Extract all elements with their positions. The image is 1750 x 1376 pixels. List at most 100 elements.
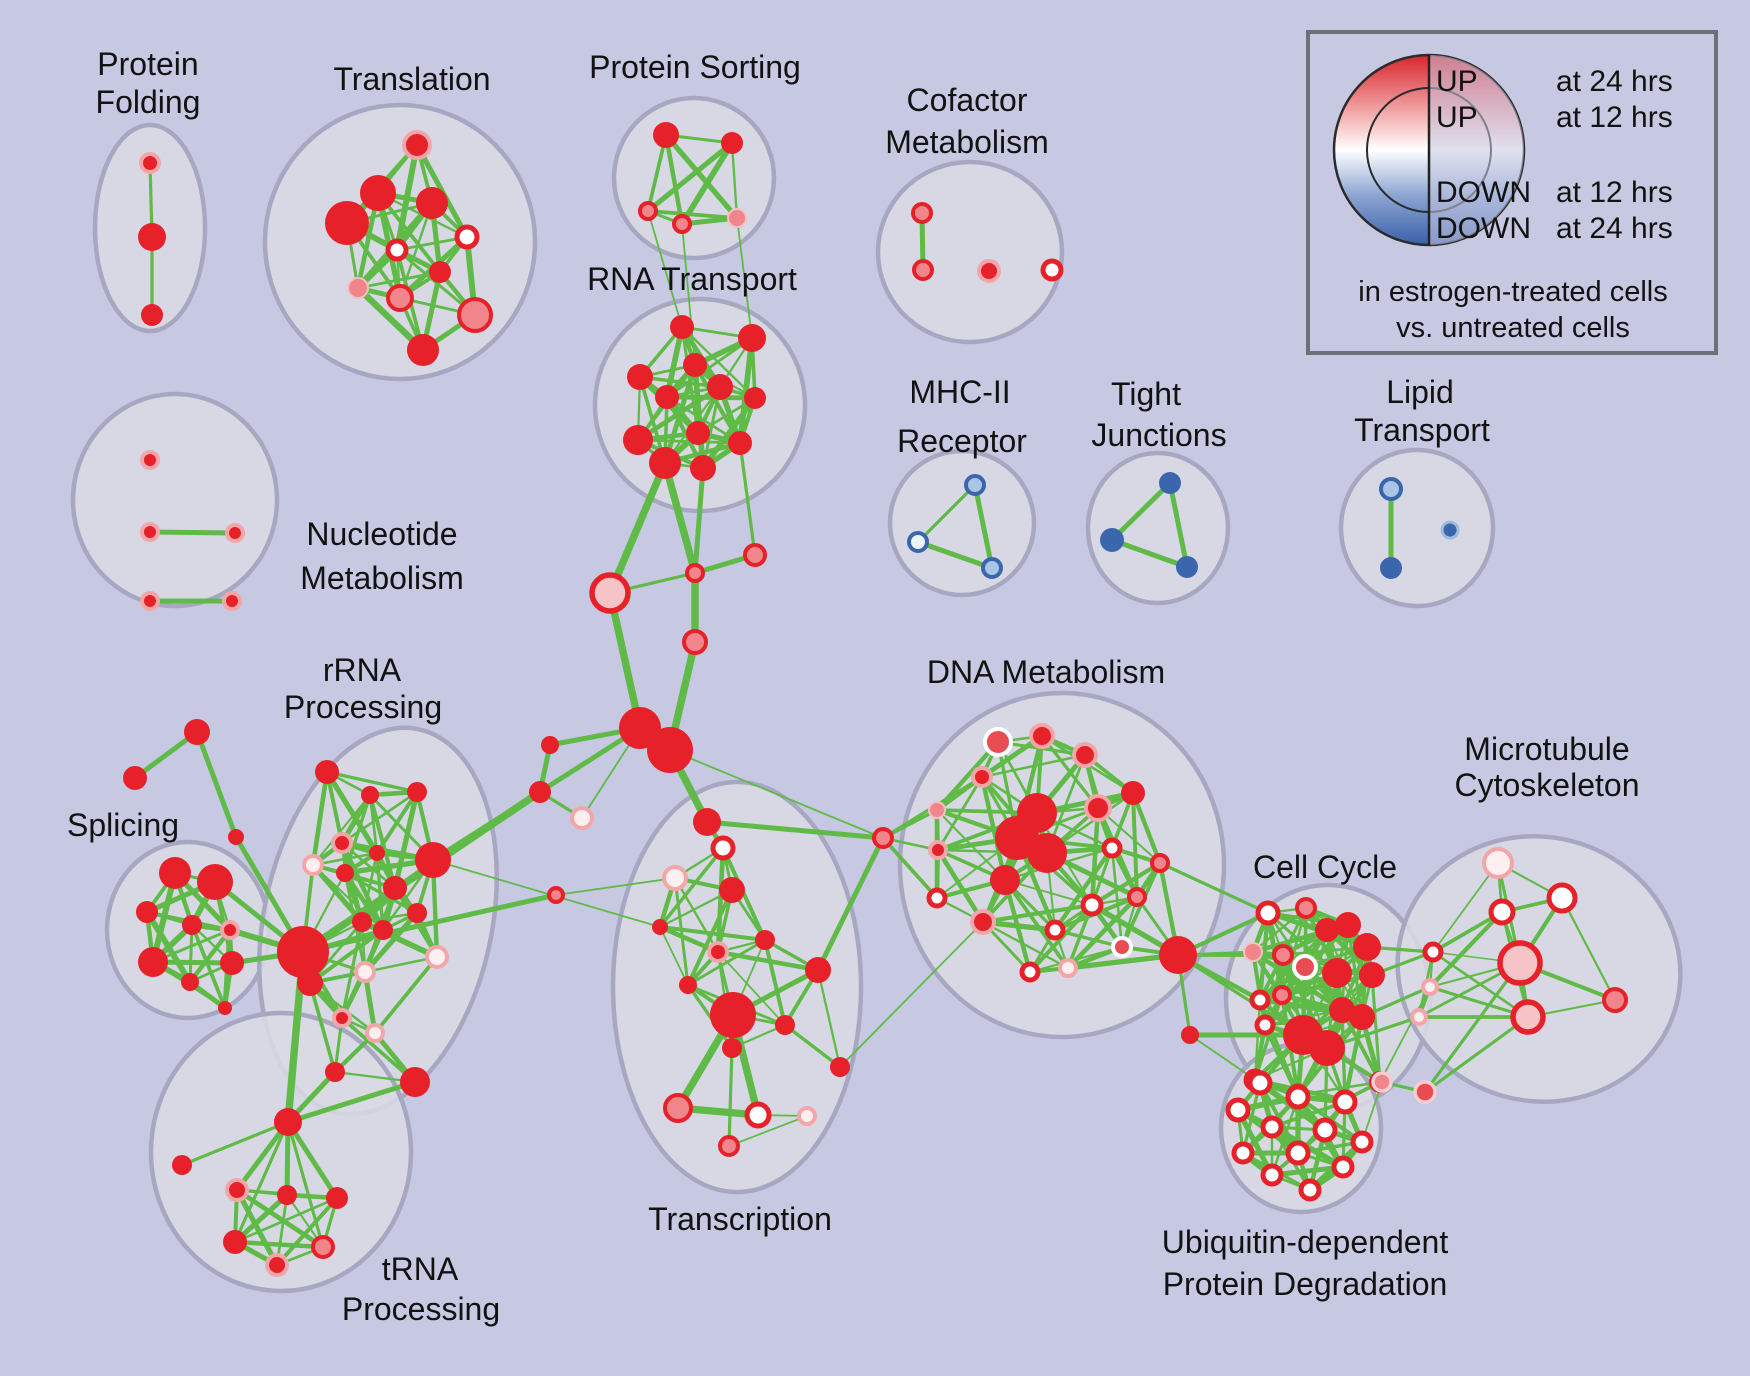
network-node xyxy=(1329,997,1355,1023)
network-edge xyxy=(234,1119,291,1193)
network-node xyxy=(1101,837,1123,859)
network-node xyxy=(407,903,427,923)
cluster-label: Cell Cycle xyxy=(1253,849,1397,885)
network-node xyxy=(682,629,708,655)
network-edge xyxy=(194,729,239,840)
network-node xyxy=(1331,1155,1355,1179)
network-edge xyxy=(669,749,884,839)
legend-note: vs. untreated cells xyxy=(1396,312,1630,344)
network-node xyxy=(1422,941,1444,963)
network-node xyxy=(297,970,323,996)
network-node xyxy=(354,961,376,983)
network-node xyxy=(663,1093,693,1123)
cluster-label: Splicing xyxy=(67,807,179,843)
network-node xyxy=(416,187,448,219)
cluster-label: Transport xyxy=(1354,412,1490,448)
network-node xyxy=(672,214,692,234)
network-edge xyxy=(362,910,420,975)
network-node xyxy=(1413,1080,1437,1104)
network-node xyxy=(541,736,559,754)
network-node xyxy=(707,941,729,963)
network-node xyxy=(1159,472,1181,494)
network-node xyxy=(1044,919,1066,941)
network-edge xyxy=(1432,862,1499,953)
network-node xyxy=(182,915,202,935)
network-node xyxy=(1349,1004,1375,1030)
network-node xyxy=(722,1038,742,1058)
network-node xyxy=(1546,882,1578,914)
network-node xyxy=(1292,954,1318,980)
network-edge xyxy=(1158,861,1270,915)
network-node xyxy=(686,421,710,445)
legend-direction-label: DOWN xyxy=(1436,176,1531,209)
cluster-label: DNA Metabolism xyxy=(927,654,1165,690)
network-edge xyxy=(679,140,735,227)
cluster-label: rRNA xyxy=(323,652,402,688)
network-edge xyxy=(692,465,706,576)
network-node xyxy=(830,1057,850,1077)
cluster-label: Lipid xyxy=(1386,374,1454,410)
network-edge xyxy=(1109,537,1190,570)
network-edge xyxy=(233,1120,290,1244)
network-node xyxy=(1312,1117,1338,1143)
network-edge xyxy=(1053,928,1124,949)
network-edge xyxy=(1379,986,1431,1083)
network-node xyxy=(184,719,210,745)
network-node xyxy=(136,901,158,923)
network-node xyxy=(332,1008,352,1028)
network-edge xyxy=(1370,973,1382,1084)
network-nodes xyxy=(123,122,1628,1277)
network-node xyxy=(302,854,324,876)
network-node xyxy=(361,786,379,804)
network-node xyxy=(140,591,160,611)
cluster-label: Junctions xyxy=(1091,417,1226,453)
network-edge xyxy=(1130,790,1163,866)
network-node xyxy=(402,130,432,160)
cluster-ellipse-transcription xyxy=(610,779,864,1195)
network-edge xyxy=(661,459,699,577)
network-edge xyxy=(972,482,995,571)
network-node xyxy=(222,591,242,611)
cluster-label: Cofactor xyxy=(907,82,1028,118)
network-edge xyxy=(555,877,676,896)
network-node xyxy=(1272,985,1292,1005)
network-edge xyxy=(1052,845,1115,933)
network-edge xyxy=(738,441,757,557)
network-edge xyxy=(286,1120,325,1249)
network-node xyxy=(1497,940,1543,986)
network-node xyxy=(1231,1141,1255,1165)
cluster-label: Folding xyxy=(96,84,201,120)
network-node xyxy=(1027,833,1067,873)
legend-direction-label: DOWN xyxy=(1436,212,1531,245)
cluster-ellipse-protein-sorting xyxy=(611,95,777,261)
network-node xyxy=(352,912,372,932)
cluster-ellipse-mhc-ii-receptor xyxy=(887,448,1037,598)
network-node xyxy=(1254,1014,1276,1036)
network-node xyxy=(220,920,240,940)
network-node xyxy=(928,801,946,819)
network-edge xyxy=(815,835,886,973)
cluster-label: RNA Transport xyxy=(587,261,797,297)
network-node xyxy=(1298,1178,1322,1202)
cluster-label: Metabolism xyxy=(885,124,1049,160)
network-node xyxy=(123,766,147,790)
cluster-label: Transcription xyxy=(648,1201,832,1237)
legend-box xyxy=(1306,30,1718,355)
cluster-label: Microtubule xyxy=(1464,731,1629,767)
network-node xyxy=(647,727,693,773)
network-edge xyxy=(647,210,683,328)
cluster-label: Protein Sorting xyxy=(589,49,801,85)
cluster-label: Metabolism xyxy=(300,560,464,596)
network-node xyxy=(1359,962,1385,988)
network-node xyxy=(138,947,168,977)
network-edge xyxy=(1427,909,1505,990)
cluster-label: Cytoskeleton xyxy=(1455,767,1640,803)
legend-time-label: at 24 hrs xyxy=(1556,65,1673,98)
cluster-label: Receptor xyxy=(897,423,1027,459)
network-node xyxy=(710,835,736,861)
network-edge xyxy=(717,951,786,1026)
network-node xyxy=(718,1135,740,1157)
network-node xyxy=(197,864,233,900)
network-node xyxy=(1510,999,1546,1035)
network-node xyxy=(225,523,245,543)
